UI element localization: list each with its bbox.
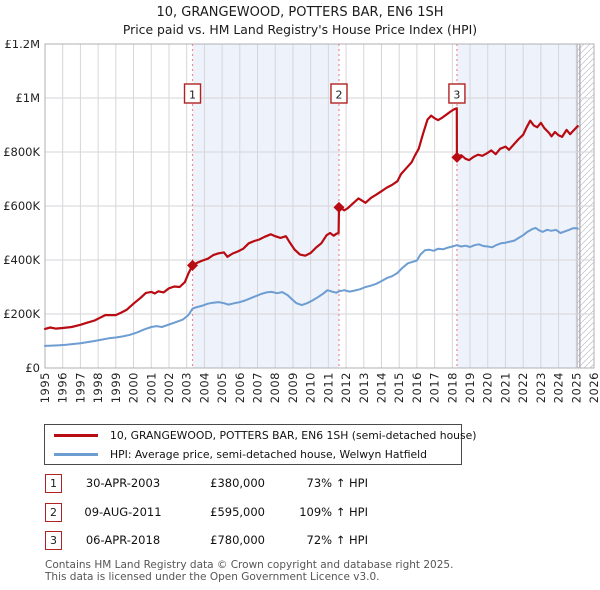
chart-subtitle: Price paid vs. HM Land Registry's House … <box>122 22 478 37</box>
legend-label: 10, GRANGEWOOD, POTTERS BAR, EN6 1SH (se… <box>110 428 477 442</box>
sale-hpi-change: 73% ↑ HPI <box>306 476 368 490</box>
sale-price: £595,000 <box>210 504 265 519</box>
x-axis-tick-label: 2000 <box>127 372 141 403</box>
y-axis-tick-label: £600K <box>3 199 40 213</box>
x-axis-tick-label: 2023 <box>534 372 548 403</box>
x-axis-tick-label: 2020 <box>481 372 495 403</box>
x-axis-tick-label: 2022 <box>516 372 530 403</box>
x-axis-tick-label: 2019 <box>463 372 477 403</box>
hpi-line <box>44 226 579 347</box>
sale-diamond-marker <box>333 201 345 213</box>
x-axis-tick-label: 2010 <box>304 372 318 403</box>
sale-number-box <box>448 83 466 104</box>
x-axis-tick-label: 2007 <box>251 372 265 403</box>
footer-line-2: This data is licensed under the Open Gov… <box>45 571 380 584</box>
plot-border <box>44 43 595 369</box>
x-axis-tick-label: 2024 <box>552 372 566 403</box>
footer-line-1: Contains HM Land Registry data © Crown c… <box>45 559 454 571</box>
y-axis-tick-label: £200K <box>3 307 40 321</box>
x-axis-tick-label: 2021 <box>498 372 512 403</box>
x-axis-tick-label: 2006 <box>233 372 247 403</box>
x-axis-tick-label: 2008 <box>268 372 282 403</box>
sale-hpi-change: 109% ↑ HPI <box>299 504 368 519</box>
chart-title: 10, GRANGEWOOD, POTTERS BAR, EN6 1SH <box>156 5 444 20</box>
property-price-line <box>43 107 579 330</box>
x-axis-tick-label: 2016 <box>410 372 424 403</box>
x-axis-tick-label: 2014 <box>374 372 388 403</box>
sale-number-badge: 3 <box>45 531 62 550</box>
x-axis-tick-label: 2012 <box>339 372 353 403</box>
legend-line-swatch <box>54 433 98 437</box>
legend-entry-property: 10, GRANGEWOOD, POTTERS BAR, EN6 1SH (se… <box>45 427 477 443</box>
legend-line-swatch <box>54 452 98 456</box>
x-axis-tick-label: 2025 <box>569 372 583 403</box>
x-axis-tick-label: 1996 <box>56 372 70 403</box>
x-axis-tick-label: 2013 <box>357 372 371 403</box>
sale-number-badge: 1 <box>45 474 62 493</box>
y-axis-tick-label: £800K <box>3 145 40 159</box>
y-axis-tick-label: £0 <box>25 361 40 375</box>
sale-number-label: 3 <box>453 89 460 102</box>
x-axis-tick-label: 2001 <box>144 372 158 403</box>
x-axis-tick-label: 2011 <box>321 372 335 403</box>
x-axis-tick-label: 2002 <box>162 372 176 403</box>
license-footer: Contains HM Land Registry data © Crown c… <box>45 559 585 584</box>
legend-label: HPI: Average price, semi-detached house,… <box>110 447 427 461</box>
x-axis-tick-label: 2017 <box>428 372 442 403</box>
legend-entry-hpi: HPI: Average price, semi-detached house,… <box>45 446 461 462</box>
sale-diamond-marker <box>451 151 463 163</box>
sale-number-box <box>183 83 202 104</box>
price-chart: 1 2 3 £0 £200K £400K £600K £800K £1M £1.2M 1995 199… <box>3 40 600 403</box>
x-axis-tick-label: 1998 <box>91 372 105 403</box>
sale-number-box <box>330 83 348 104</box>
x-axis-tick-label: 2026 <box>587 372 600 403</box>
sale-price: £780,000 <box>210 533 265 547</box>
y-axis-tick-label: £1M <box>15 91 40 105</box>
x-axis-tick-label: 1997 <box>73 372 87 403</box>
y-axis-tick-label: £1.2M <box>4 40 40 51</box>
x-axis-tick-label: 2005 <box>215 372 229 403</box>
sale-number-label: 2 <box>335 89 342 102</box>
sale-row: 2 09-AUG-2011 £595,000 109% ↑ HPI <box>0 502 600 523</box>
sale-number-label: 1 <box>189 89 196 102</box>
sale-price: £380,000 <box>210 476 265 490</box>
sale-diamond-marker <box>187 259 199 271</box>
sale-date: 06-APR-2018 <box>85 533 161 547</box>
sale-row: 1 30-APR-2003 £380,000 73% ↑ HPI <box>0 474 600 494</box>
x-axis-tick-label: 2018 <box>445 372 459 403</box>
x-axis-tick-label: 1995 <box>38 372 52 403</box>
sales-table: 1 30-APR-2003 £380,000 73% ↑ HPI 2 09-AUG-201… <box>0 474 600 556</box>
sale-hpi-change: 72% ↑ HPI <box>306 533 368 547</box>
x-axis-tick-label: 2015 <box>392 372 406 403</box>
chart-legend: 10, GRANGEWOOD, POTTERS BAR, EN6 1SH (se… <box>44 424 477 465</box>
sale-date: 30-APR-2003 <box>85 476 161 490</box>
y-axis-tick-label: £400K <box>3 253 40 267</box>
x-axis-tick-label: 2009 <box>286 372 300 403</box>
x-axis-tick-label: 1999 <box>109 372 123 403</box>
x-axis-tick-label: 2004 <box>197 372 211 403</box>
x-axis-tick-label: 2003 <box>180 372 194 403</box>
sale-date: 09-AUG-2011 <box>84 504 162 519</box>
sale-row: 3 06-APR-2018 £780,000 72% ↑ HPI <box>0 531 600 551</box>
sale-number-badge: 2 <box>45 502 62 522</box>
